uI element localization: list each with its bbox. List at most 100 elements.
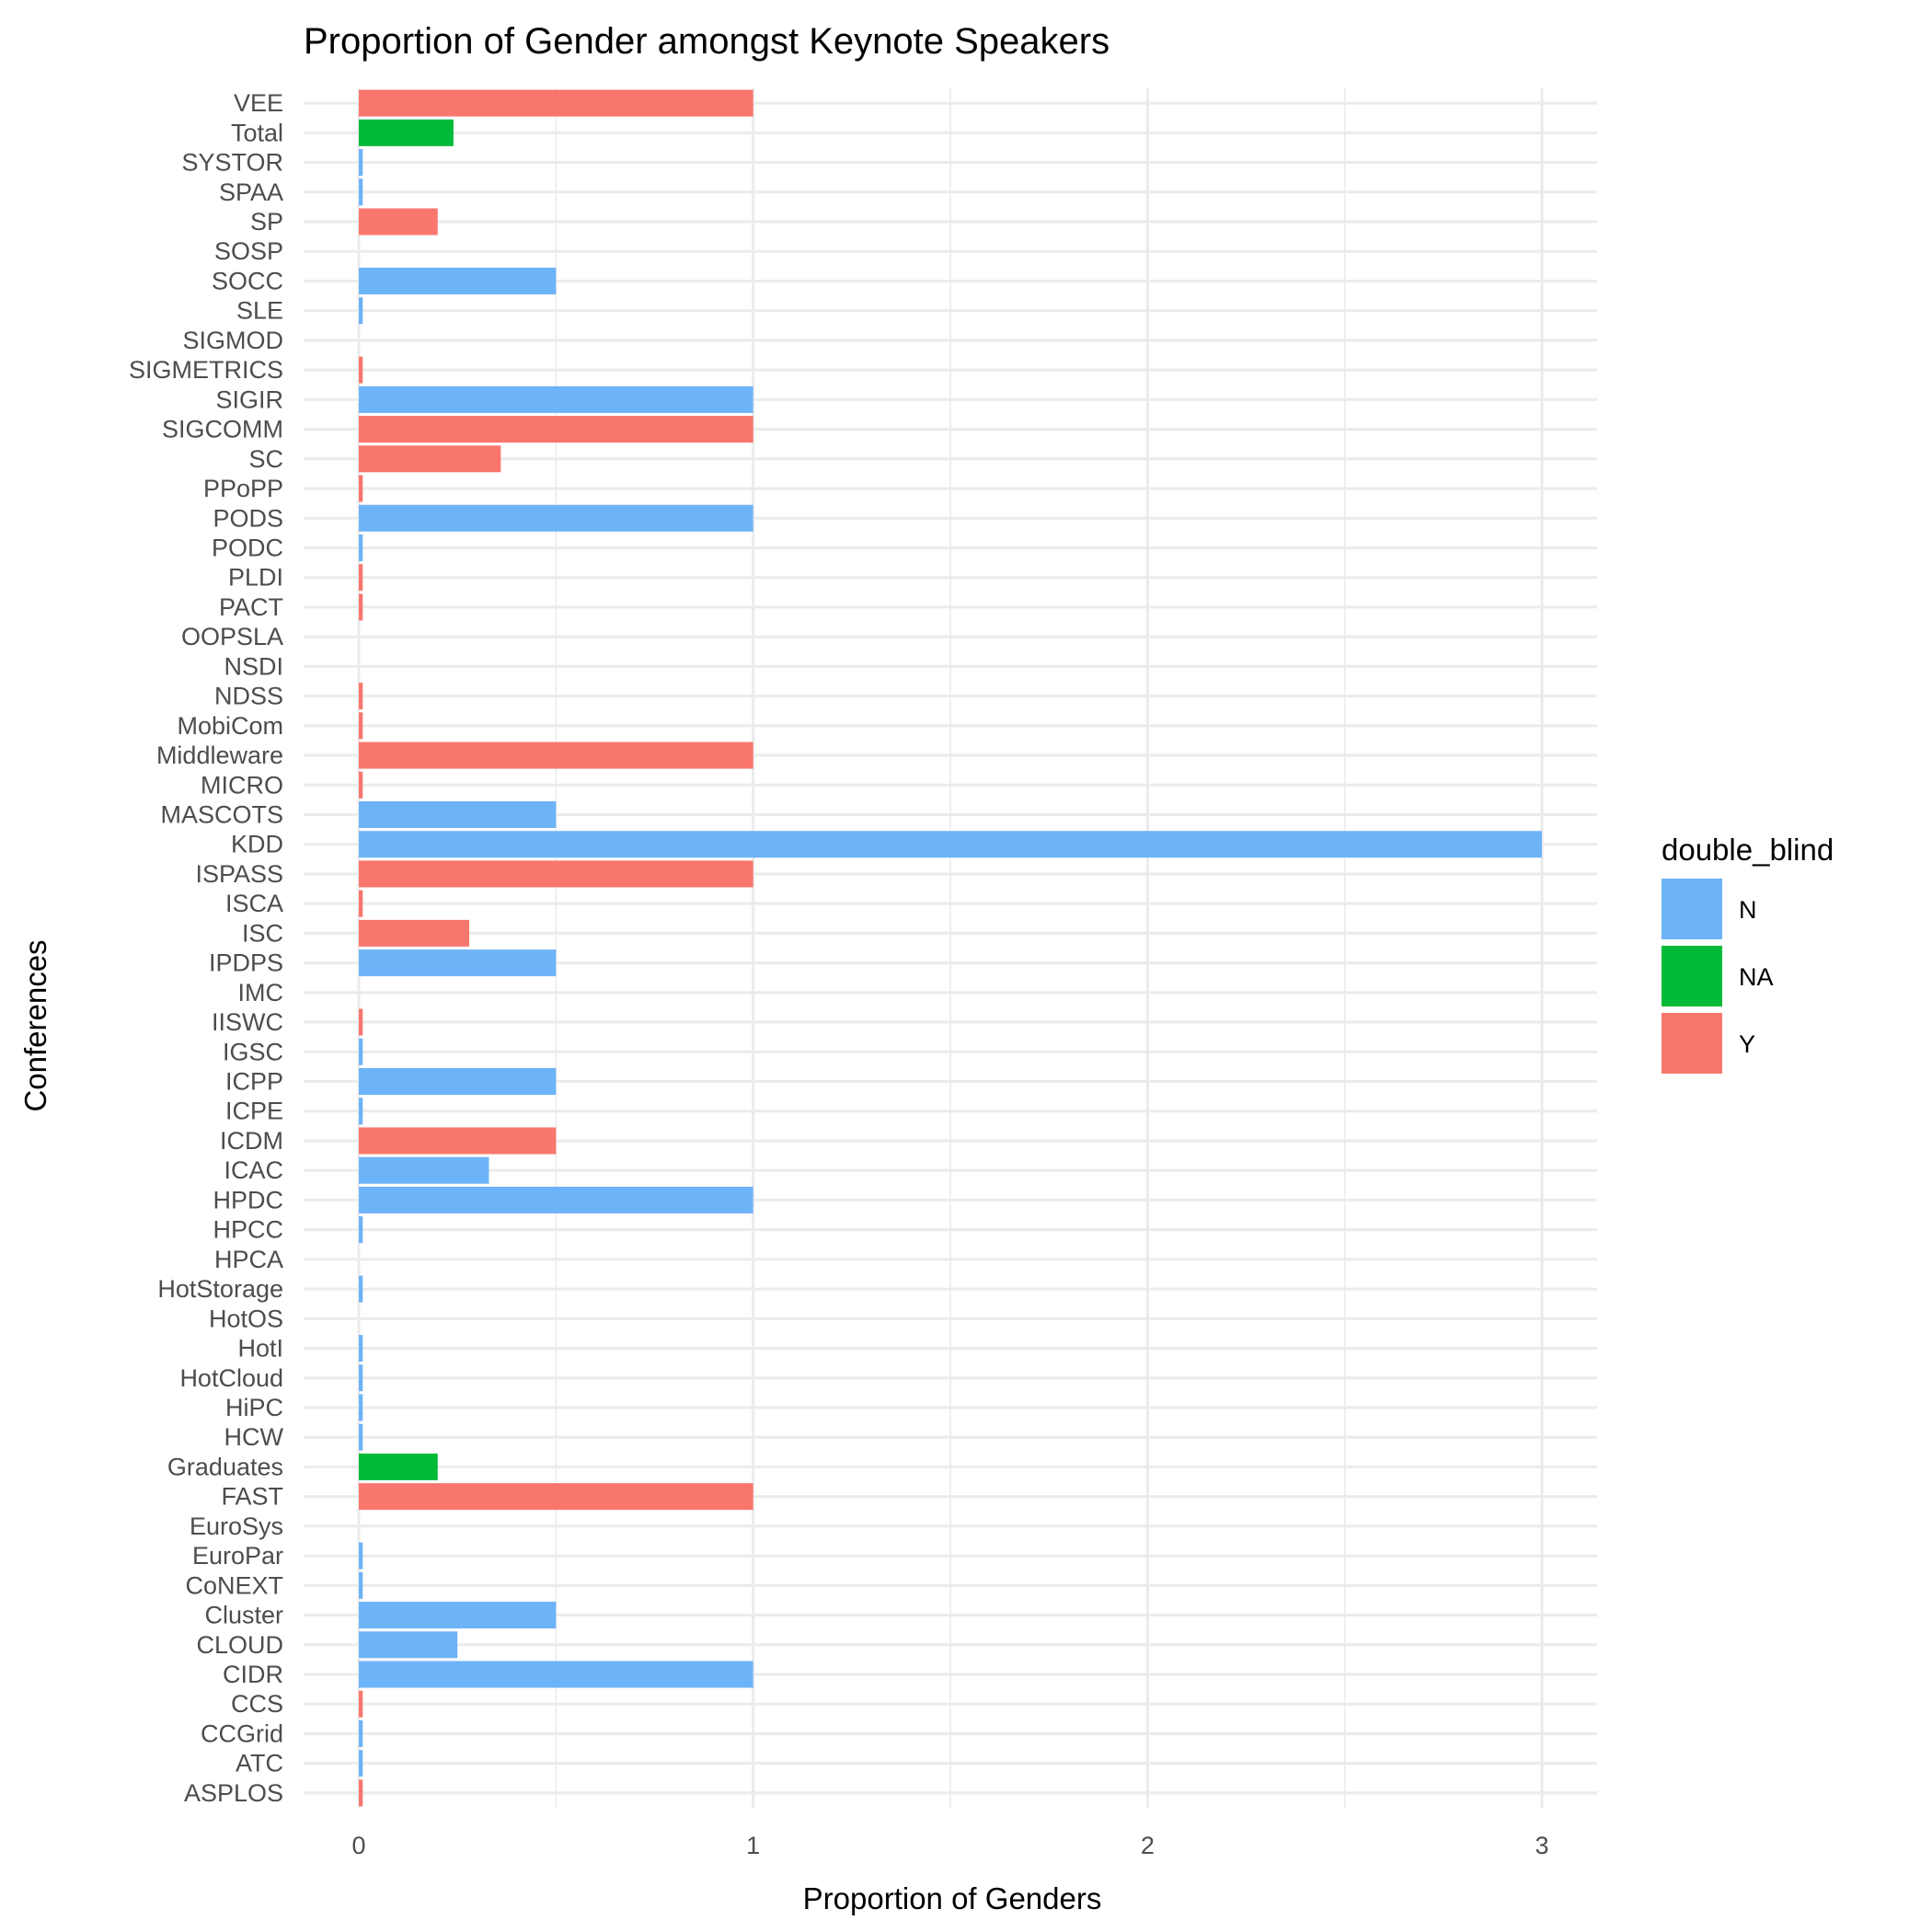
y-tick-label: EuroSys (190, 1512, 283, 1540)
bar-isc (359, 919, 470, 947)
y-tick-label: HotStorage (157, 1275, 283, 1303)
y-tick-label: NDSS (214, 683, 283, 710)
grid-layer (304, 88, 1597, 1808)
bar-icpe (359, 1098, 363, 1125)
bar-icac (359, 1156, 489, 1184)
legend-swatch-na (1662, 946, 1722, 1006)
bar-ispass (359, 860, 753, 888)
legend-title: double_blind (1662, 833, 1834, 867)
y-tick-label: IPDPS (209, 949, 283, 977)
bar-hotstorage (359, 1275, 363, 1303)
x-tick-label: 2 (1141, 1832, 1155, 1859)
x-tick-label: 0 (351, 1832, 365, 1859)
y-tick-label: HPCC (213, 1216, 283, 1244)
y-tick-label: SPAA (219, 178, 283, 206)
y-tick-label: VEE (234, 89, 283, 117)
y-tick-label: ATC (236, 1750, 283, 1777)
bar-icpp (359, 1068, 557, 1096)
y-tick-label: CCS (231, 1690, 283, 1718)
y-tick-label: IGSC (223, 1038, 283, 1065)
bar-sigcomm (359, 416, 753, 443)
bar-iiswc (359, 1008, 363, 1036)
y-axis-ticks: VEETotalSYSTORSPAASPSOSPSOCCSLESIGMODSIG… (129, 89, 284, 1807)
y-tick-label: Middleware (156, 742, 283, 769)
bar-ndss (359, 683, 363, 710)
chart-title: Proportion of Gender amongst Keynote Spe… (304, 21, 1110, 62)
y-tick-label: IMC (238, 979, 284, 1006)
bar-europar (359, 1542, 363, 1570)
y-tick-label: SLE (236, 297, 283, 325)
bar-hipc (359, 1394, 363, 1421)
bar-hpcc (359, 1216, 363, 1244)
bar-pact (359, 593, 363, 621)
bar-total (359, 119, 454, 146)
legend: double_blind N NA Y (1662, 833, 1834, 1074)
y-tick-label: SYSTOR (181, 149, 283, 177)
bar-mascots (359, 800, 557, 828)
bar-ppopp (359, 475, 363, 502)
x-tick-label: 3 (1535, 1832, 1548, 1859)
y-tick-label: SIGMETRICS (129, 356, 283, 384)
bar-icdm (359, 1127, 557, 1155)
y-axis-title: Conferences (18, 939, 52, 1111)
legend-label: Y (1739, 1030, 1755, 1058)
bar-layer (359, 89, 1542, 1807)
y-tick-label: ICPE (225, 1098, 283, 1125)
y-tick-label: HotOS (209, 1305, 283, 1332)
y-tick-label: SIGIR (215, 385, 283, 413)
bar-spaa (359, 178, 363, 206)
bar-ipdps (359, 949, 557, 977)
y-tick-label: SIGCOMM (162, 416, 283, 443)
bar-fast (359, 1483, 753, 1511)
y-tick-label: ICDM (220, 1127, 283, 1155)
y-tick-label: NSDI (224, 652, 283, 680)
y-tick-label: HPDC (213, 1186, 283, 1213)
y-tick-label: SP (250, 208, 283, 236)
bar-socc (359, 267, 557, 294)
y-tick-label: HotI (237, 1335, 283, 1363)
bar-middleware (359, 742, 753, 769)
bar-pods (359, 504, 753, 532)
y-tick-label: OOPSLA (181, 623, 283, 650)
y-tick-label: HPCA (214, 1246, 283, 1273)
bar-hcw (359, 1423, 363, 1451)
bar-pldi (359, 564, 363, 592)
y-tick-label: ICPP (225, 1068, 283, 1096)
bar-sigmetrics (359, 356, 363, 384)
y-tick-label: HiPC (225, 1394, 283, 1421)
y-tick-label: CCGrid (201, 1719, 283, 1747)
y-tick-label: FAST (221, 1483, 283, 1511)
bar-vee (359, 89, 753, 117)
y-tick-label: ICAC (224, 1156, 283, 1184)
bar-conext (359, 1571, 363, 1599)
y-tick-label: SOCC (212, 267, 283, 294)
legend-swatch-y (1662, 1013, 1722, 1074)
y-tick-label: Graduates (167, 1453, 283, 1480)
bar-cloud (359, 1631, 458, 1659)
y-tick-label: ISC (242, 919, 283, 947)
bar-ccs (359, 1690, 363, 1718)
bar-sigir (359, 385, 753, 413)
bar-mobicom (359, 712, 363, 740)
y-tick-label: ISPASS (195, 860, 283, 888)
x-tick-label: 1 (746, 1832, 760, 1859)
y-tick-label: ISCA (225, 890, 283, 917)
bar-hpdc (359, 1186, 753, 1213)
y-tick-label: PODC (212, 534, 283, 561)
bar-hoti (359, 1335, 363, 1363)
y-tick-label: PPoPP (203, 475, 283, 502)
y-tick-label: PACT (219, 593, 283, 621)
legend-swatch-n (1662, 879, 1722, 939)
bar-atc (359, 1750, 363, 1777)
bar-micro (359, 771, 363, 799)
y-tick-label: Cluster (204, 1602, 283, 1629)
legend-label: N (1739, 896, 1757, 924)
bar-kdd (359, 831, 1542, 858)
bar-asplos (359, 1779, 363, 1807)
legend-label: NA (1739, 963, 1774, 991)
y-tick-label: CoNEXT (185, 1571, 283, 1599)
bar-ccgrid (359, 1719, 363, 1747)
y-tick-label: CLOUD (196, 1631, 283, 1659)
y-tick-label: SOSP (214, 237, 283, 265)
